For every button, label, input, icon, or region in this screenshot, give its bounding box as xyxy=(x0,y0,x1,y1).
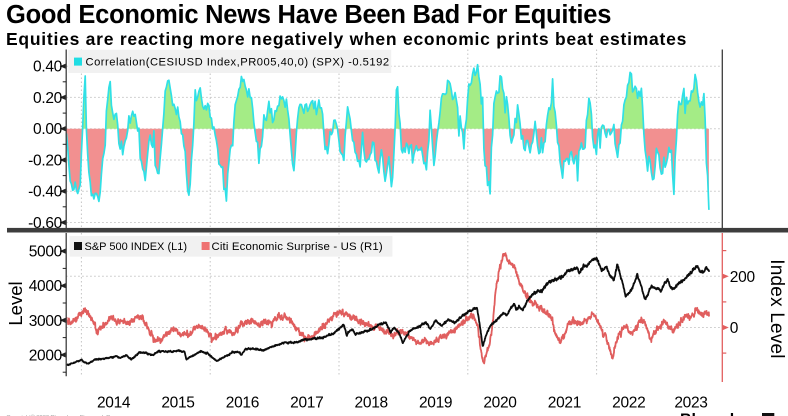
svg-text:2016: 2016 xyxy=(226,395,259,412)
svg-text:2020: 2020 xyxy=(483,395,517,412)
svg-text:2018: 2018 xyxy=(355,395,388,412)
svg-text:Bloomberg: Bloomberg xyxy=(680,412,764,416)
svg-text:Copyright® 2023 Bloomberg Fina: Copyright® 2023 Bloomberg Finance L.P. xyxy=(6,414,111,416)
svg-text:-0.60: -0.60 xyxy=(28,215,63,232)
svg-text:200: 200 xyxy=(730,269,756,286)
svg-text:2021: 2021 xyxy=(548,395,581,412)
svg-text:5000: 5000 xyxy=(29,244,63,261)
svg-text:2014: 2014 xyxy=(97,395,131,412)
svg-text:2017: 2017 xyxy=(290,395,323,412)
svg-text:Correlation(CESIUSD Index,PR00: Correlation(CESIUSD Index,PR005,40,0) (S… xyxy=(86,57,390,69)
svg-text:Citi Economic Surprise - US (R: Citi Economic Surprise - US (R1) xyxy=(212,241,383,253)
svg-text:0: 0 xyxy=(730,320,739,337)
svg-text:4000: 4000 xyxy=(29,278,63,295)
svg-text:-0.20: -0.20 xyxy=(28,153,63,170)
svg-text:2023: 2023 xyxy=(674,395,707,412)
svg-text:0.00: 0.00 xyxy=(33,121,63,138)
svg-text:2000: 2000 xyxy=(29,347,63,364)
svg-text:Level: Level xyxy=(5,281,26,325)
svg-text:Index Level: Index Level xyxy=(766,259,787,358)
svg-text:0.20: 0.20 xyxy=(33,90,63,107)
svg-text:S&P 500 INDEX (L1): S&P 500 INDEX (L1) xyxy=(85,241,188,253)
svg-text:2015: 2015 xyxy=(161,395,194,412)
svg-text:2019: 2019 xyxy=(419,395,452,412)
svg-text:2022: 2022 xyxy=(612,395,645,412)
svg-text:3000: 3000 xyxy=(29,313,63,330)
svg-text:0.40: 0.40 xyxy=(33,59,63,76)
svg-text:-0.40: -0.40 xyxy=(28,184,63,201)
